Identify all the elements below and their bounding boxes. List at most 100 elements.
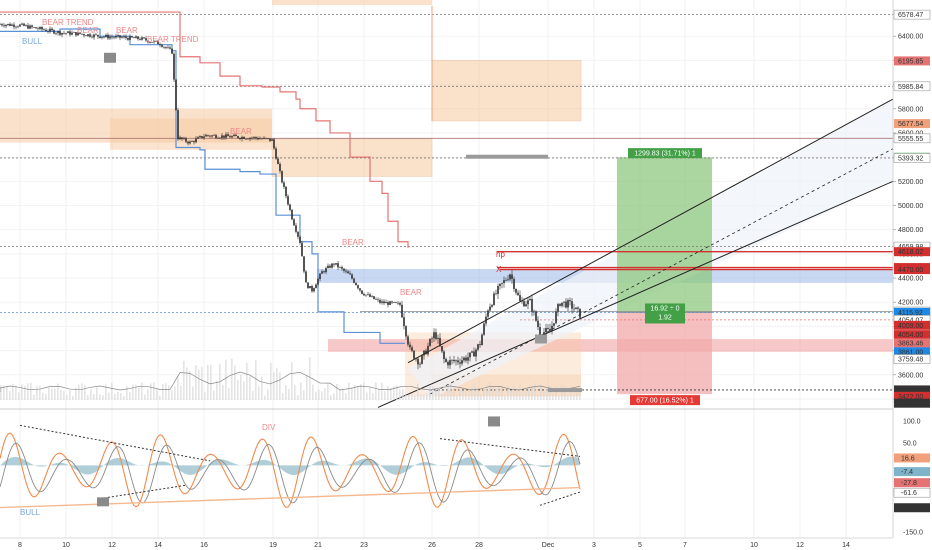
price-tag-bg-17 [894, 347, 930, 357]
candle-body [477, 344, 479, 350]
volume-bar [66, 394, 68, 400]
volume-bar [108, 392, 110, 400]
osc-tick-label-0: 100.0 [903, 418, 921, 425]
candle-body [503, 280, 505, 284]
volume-bar [537, 394, 539, 400]
volume-bar [210, 364, 212, 400]
candle-body [463, 357, 465, 361]
volume-bar [150, 383, 152, 400]
bull-label-lower: BULL [20, 508, 41, 517]
price-tag-17: 3861.00 [898, 349, 923, 356]
candle-body [385, 302, 387, 304]
price-tag-2: 5985.84 [898, 84, 923, 91]
candle-body [403, 317, 405, 327]
candle-body [163, 46, 165, 48]
long-mid-label-1: 16.92 ÷ 0 [650, 305, 679, 312]
candle-body [411, 347, 413, 351]
candle-body [143, 37, 145, 39]
price-tick-label-3: 5800.00 [898, 106, 923, 113]
candle-body [267, 138, 269, 139]
long-top-badge [628, 148, 702, 159]
candle-body [73, 32, 75, 33]
volume-bar [534, 383, 536, 400]
candle-body [519, 295, 521, 302]
candle-body [285, 186, 287, 197]
candle-body [255, 137, 257, 139]
candle-body [337, 263, 339, 268]
volume-bar [264, 395, 266, 400]
candle-body [249, 137, 251, 140]
candle-body [207, 134, 209, 136]
volume-bar [12, 383, 14, 400]
time-tick-label-9: 28 [475, 542, 483, 549]
volume-bar [435, 389, 437, 400]
osc-tag-0: 16.6 [901, 455, 915, 462]
volume-bar [366, 392, 368, 400]
candle-body [451, 359, 453, 361]
candle-body [129, 35, 131, 40]
oscillator-histogram [0, 456, 580, 476]
price-tag-bg-21 [894, 398, 930, 408]
volume-bar [357, 386, 359, 400]
candle-body [165, 46, 167, 48]
time-tick-label-2: 12 [108, 542, 116, 549]
candle-body [461, 360, 463, 364]
candle-body [187, 141, 189, 144]
candle-body [227, 134, 229, 137]
volume-bar [198, 369, 200, 400]
price-tag-10: 4470.00 [898, 267, 923, 274]
candle-body [567, 300, 569, 308]
volume-bar [87, 395, 89, 400]
candle-body [167, 47, 169, 49]
price-tag-bg-4 [893, 133, 931, 144]
bear-trend-label-1: BEAR TREND [42, 18, 94, 27]
volume-bar [327, 383, 329, 400]
volume-bar [117, 391, 119, 400]
candle-body [395, 302, 397, 303]
candle-body [149, 42, 151, 43]
volume-bar [171, 390, 173, 400]
candle-body [113, 37, 115, 38]
candle-body [265, 137, 267, 139]
volume-bar [228, 388, 230, 400]
time-tick-label-3: 14 [154, 542, 162, 549]
volume-bar [354, 385, 356, 400]
candle-body [195, 138, 197, 143]
candle-body [399, 302, 401, 305]
candle-body [109, 36, 111, 39]
candle-body [83, 34, 85, 36]
volume-bar [468, 393, 470, 400]
candle-body [329, 265, 331, 268]
bear-label-b: BEAR [116, 26, 138, 35]
volume-bar [33, 394, 35, 400]
osc-tag-bg-2 [894, 478, 930, 488]
candle-body [353, 278, 355, 283]
candle-body [393, 302, 395, 303]
candle-body [465, 357, 467, 361]
candle-body [151, 42, 153, 43]
candle-body [121, 37, 123, 38]
candle-body [481, 334, 483, 346]
candle-body [41, 27, 43, 30]
candle-body [467, 357, 469, 361]
volume-bar [564, 385, 566, 400]
price-tag-bg-0 [893, 9, 931, 20]
candle-body [283, 182, 285, 187]
candle-body [175, 79, 177, 111]
candle-body [253, 137, 255, 138]
candle-body [511, 274, 513, 279]
volume-bar [486, 385, 488, 400]
candle-body [447, 361, 449, 366]
candle-body [271, 139, 273, 141]
volume-bar [60, 389, 62, 400]
volume-bar [249, 375, 251, 400]
volume-bar [165, 383, 167, 400]
price-tag-19: 3474.73 [898, 387, 923, 394]
volume-bar [432, 386, 434, 400]
candle-body [557, 304, 559, 312]
candle-body [245, 138, 247, 140]
volume-bar [318, 389, 320, 400]
price-tag-18: 3759.48 [898, 357, 923, 364]
candle-body [203, 136, 205, 138]
